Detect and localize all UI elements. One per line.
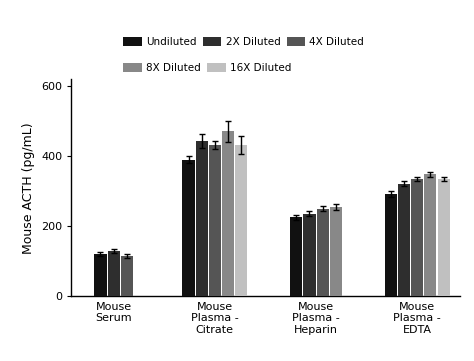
Bar [303,214,316,296]
Bar [222,131,234,296]
Bar [398,183,410,296]
Bar [108,251,119,296]
Bar [424,174,437,296]
Bar [411,179,423,296]
Bar [196,140,208,296]
Bar [94,254,107,296]
Bar [330,207,342,296]
Bar [290,217,302,296]
Bar [385,194,397,296]
Bar [438,179,450,296]
Bar [235,145,247,296]
Bar [209,145,221,296]
Legend: 8X Diluted, 16X Diluted: 8X Diluted, 16X Diluted [123,63,291,73]
Y-axis label: Mouse ACTH (pg/mL): Mouse ACTH (pg/mL) [22,122,36,253]
Bar [317,209,328,296]
Bar [182,160,194,296]
Bar [121,256,133,296]
